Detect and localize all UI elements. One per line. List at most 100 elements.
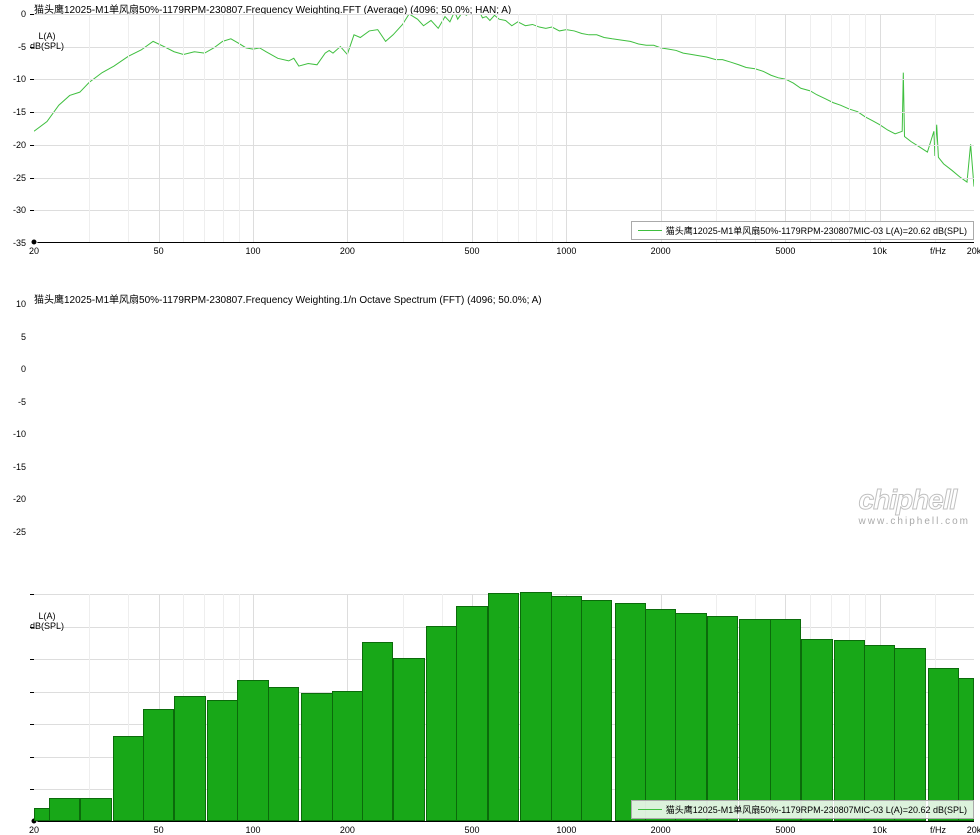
ytick-mark	[30, 692, 34, 693]
ytick-label: -15	[0, 462, 30, 472]
ytick-mark	[30, 79, 34, 80]
xtick-label: 50	[154, 825, 164, 835]
xtick-label: 20	[29, 246, 39, 256]
gridline-v	[472, 14, 473, 242]
octave-bar	[615, 603, 646, 821]
legend: 猫头鹰12025-M1单风扇50%-1179RPM-230807MIC-03 L…	[631, 221, 974, 240]
gridline-minor	[204, 14, 205, 242]
chart-title: 猫头鹰12025-M1单风扇50%-1179RPM-230807.Frequen…	[0, 290, 980, 307]
octave-bar	[707, 616, 738, 821]
octave-bar	[237, 680, 268, 821]
ylabel-l1: L(A)	[30, 612, 64, 622]
watermark-url: www.chiphell.com	[859, 516, 970, 527]
octave-bar	[174, 696, 205, 821]
ytick-label: 0	[0, 364, 30, 374]
gridline-minor	[403, 14, 404, 242]
octave-bar	[49, 798, 80, 821]
gridline-minor	[810, 14, 811, 242]
octave-bar	[488, 593, 519, 821]
gridline-minor	[89, 14, 90, 242]
octave-bar	[928, 668, 959, 821]
watermark-logo: chiphell	[859, 484, 957, 515]
ytick-label: -10	[0, 74, 30, 84]
octave-bar	[739, 619, 770, 821]
x-unit-label: f/Hz	[930, 825, 946, 835]
ytick-label: -20	[0, 494, 30, 504]
gridline-h	[34, 14, 974, 15]
gridline-h	[34, 79, 974, 80]
legend: 猫头鹰12025-M1单风扇50%-1179RPM-230807MIC-03 L…	[631, 800, 974, 819]
ytick-mark	[30, 724, 34, 725]
octave-bar	[426, 626, 457, 821]
xtick-label: 20	[29, 825, 39, 835]
xtick-label: 10k	[872, 825, 887, 835]
ytick-label: -35	[0, 238, 30, 248]
legend-label: 猫头鹰12025-M1单风扇50%-1179RPM-230807MIC-03 L…	[666, 224, 967, 237]
gridline-h	[34, 145, 974, 146]
xtick-label: 2000	[651, 825, 671, 835]
legend-swatch	[638, 809, 662, 810]
octave-bar	[456, 606, 487, 821]
y-axis-label: L(A) dB(SPL)	[30, 32, 64, 52]
xtick-label: 10k	[872, 246, 887, 256]
fft-line-path	[34, 14, 974, 242]
octave-bar	[894, 648, 925, 821]
octave-bar	[113, 736, 144, 821]
octave-bar	[834, 640, 865, 821]
plot-area: 205010020050010002000500010k20kf/Hz	[34, 594, 974, 822]
ytick-label: 0	[0, 9, 30, 19]
octave-bar	[770, 619, 801, 821]
fft-line-chart: 猫头鹰12025-M1单风扇50%-1179RPM-230807.Frequen…	[0, 0, 980, 17]
y-axis-label: L(A) dB(SPL)	[30, 612, 64, 632]
xtick-label: 200	[340, 246, 355, 256]
gridline-minor	[497, 14, 498, 242]
ytick-mark	[30, 112, 34, 113]
xtick-label: 5000	[775, 246, 795, 256]
xtick-label: 500	[465, 825, 480, 835]
xtick-label: 20k	[967, 825, 980, 835]
gridline-minor	[183, 14, 184, 242]
xtick-label: 500	[465, 246, 480, 256]
xtick-label: 1000	[556, 246, 576, 256]
octave-bar	[268, 687, 299, 821]
plot-area: 205010020050010002000500010k20kf/Hz	[34, 14, 974, 243]
xtick-label: 1000	[556, 825, 576, 835]
xtick-label: 200	[340, 825, 355, 835]
octave-bar	[34, 808, 50, 821]
page: 猫头鹰12025-M1单风扇50%-1179RPM-230807.Frequen…	[0, 0, 980, 562]
gridline-minor	[755, 14, 756, 242]
octave-bar	[520, 592, 551, 821]
gridline-minor	[865, 14, 866, 242]
gridline-h	[34, 210, 974, 211]
xtick-label: 50	[154, 246, 164, 256]
octave-bar	[301, 693, 332, 821]
gridline-v	[566, 14, 567, 242]
gridline-minor	[536, 14, 537, 242]
legend-swatch	[638, 230, 662, 231]
gridline-v	[661, 14, 662, 242]
octave-bar	[207, 700, 238, 821]
ytick-mark	[30, 659, 34, 660]
gridline-v	[880, 14, 881, 242]
ytick-label: -15	[0, 107, 30, 117]
gridline-v	[253, 14, 254, 242]
ytick-mark	[30, 178, 34, 179]
ytick-label: -5	[0, 42, 30, 52]
gridline-h	[34, 112, 974, 113]
gridline-minor	[128, 14, 129, 242]
ytick-label: -25	[0, 173, 30, 183]
ytick-label: -25	[0, 527, 30, 537]
gridline-minor	[849, 14, 850, 242]
octave-bar	[801, 639, 832, 821]
gridline-minor	[935, 14, 936, 242]
gridline-minor	[89, 594, 90, 821]
octave-bar	[864, 645, 895, 821]
octave-bar	[362, 642, 393, 821]
gridline-minor	[831, 14, 832, 242]
gridline-h	[34, 178, 974, 179]
gridline-minor	[442, 14, 443, 242]
gridline-v	[159, 14, 160, 242]
ytick-label: -10	[0, 429, 30, 439]
ytick-mark	[30, 757, 34, 758]
x-unit-label: f/Hz	[930, 246, 946, 256]
